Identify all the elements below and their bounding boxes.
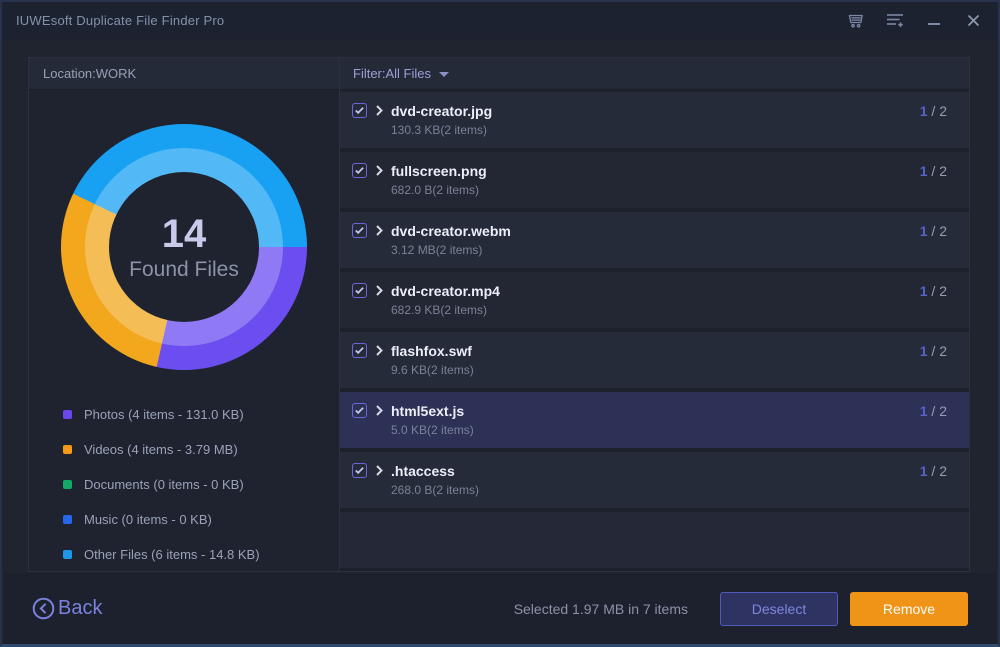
row-checkbox[interactable] bbox=[352, 403, 367, 418]
file-size: 9.6 KB(2 items) bbox=[391, 363, 474, 377]
videos-bullet-icon bbox=[63, 445, 72, 454]
back-label: Back bbox=[58, 597, 103, 619]
file-list: dvd-creator.jpg 130.3 KB(2 items) 1 / 2 f… bbox=[340, 90, 969, 571]
found-files-count: 14 bbox=[161, 212, 207, 256]
row-checkbox[interactable] bbox=[352, 103, 367, 118]
cart-icon[interactable] bbox=[847, 12, 865, 30]
row-checkbox[interactable] bbox=[352, 163, 367, 178]
legend-item-documents: Documents (0 items - 0 KB) bbox=[63, 467, 339, 502]
legend-item-photos: Photos (4 items - 131.0 KB) bbox=[63, 397, 339, 432]
location-label: Location:WORK bbox=[43, 66, 137, 81]
expand-chevron-icon[interactable] bbox=[376, 225, 383, 236]
donut-chart: 14 Found Files bbox=[61, 124, 307, 370]
back-button[interactable]: Back bbox=[32, 597, 102, 620]
titlebar-icons bbox=[847, 12, 984, 30]
expand-chevron-icon[interactable] bbox=[376, 405, 383, 416]
close-icon[interactable] bbox=[964, 12, 982, 30]
row-checkbox[interactable] bbox=[352, 463, 367, 478]
file-size: 682.0 B(2 items) bbox=[391, 183, 480, 197]
duplicate-count: 1 / 2 bbox=[919, 463, 947, 479]
empty-list-row bbox=[340, 512, 969, 568]
duplicate-count: 1 / 2 bbox=[919, 403, 947, 419]
file-row[interactable]: dvd-creator.webm 3.12 MB(2 items) 1 / 2 bbox=[340, 212, 969, 268]
location-header: Location:WORK bbox=[29, 58, 339, 90]
found-files-label: Found Files bbox=[129, 258, 239, 281]
duplicate-count: 1 / 2 bbox=[919, 343, 947, 359]
remove-button[interactable]: Remove bbox=[850, 591, 968, 626]
file-size: 682.9 KB(2 items) bbox=[391, 303, 488, 317]
file-name: .htaccess bbox=[391, 463, 455, 479]
minimize-icon[interactable] bbox=[925, 12, 943, 30]
expand-chevron-icon[interactable] bbox=[376, 165, 383, 176]
row-checkbox[interactable] bbox=[352, 223, 367, 238]
donut-center: 14 Found Files bbox=[109, 172, 259, 322]
bottom-bar: Back Selected 1.97 MB in 7 items Deselec… bbox=[4, 573, 996, 644]
file-row[interactable]: flashfox.swf 9.6 KB(2 items) 1 / 2 bbox=[340, 332, 969, 388]
deselect-button[interactable]: Deselect bbox=[720, 591, 838, 626]
titlebar: IUWEsoft Duplicate File Finder Pro bbox=[2, 2, 998, 39]
file-name: flashfox.swf bbox=[391, 343, 472, 359]
file-name: html5ext.js bbox=[391, 403, 465, 419]
file-row[interactable]: fullscreen.png 682.0 B(2 items) 1 / 2 bbox=[340, 152, 969, 208]
documents-bullet-icon bbox=[63, 480, 72, 489]
content-panels: Location:WORK 14 Found Files Photos (4 i… bbox=[28, 57, 970, 572]
menu-icon[interactable] bbox=[886, 12, 904, 30]
chevron-down-icon bbox=[439, 72, 450, 77]
file-name: dvd-creator.jpg bbox=[391, 103, 493, 119]
expand-chevron-icon[interactable] bbox=[376, 105, 383, 116]
duplicate-count: 1 / 2 bbox=[919, 223, 947, 239]
file-name: fullscreen.png bbox=[391, 163, 487, 179]
other-files-bullet-icon bbox=[63, 550, 72, 559]
duplicate-count: 1 / 2 bbox=[919, 163, 947, 179]
row-checkbox[interactable] bbox=[352, 283, 367, 298]
circle-chevron-left-icon bbox=[32, 597, 55, 620]
music-bullet-icon bbox=[63, 515, 72, 524]
legend-item-music: Music (0 items - 0 KB) bbox=[63, 502, 339, 537]
legend-item-videos: Videos (4 items - 3.79 MB) bbox=[63, 432, 339, 467]
expand-chevron-icon[interactable] bbox=[376, 465, 383, 476]
file-list-panel: Filter:All Files dvd-creator.jpg 130.3 KB… bbox=[340, 58, 969, 571]
expand-chevron-icon[interactable] bbox=[376, 345, 383, 356]
duplicate-count: 1 / 2 bbox=[919, 103, 947, 119]
file-row[interactable]: dvd-creator.mp4 682.9 KB(2 items) 1 / 2 bbox=[340, 272, 969, 328]
filter-label: Filter:All Files bbox=[353, 66, 432, 81]
selection-summary: Selected 1.97 MB in 7 items bbox=[513, 600, 688, 617]
filter-dropdown[interactable]: Filter:All Files bbox=[340, 58, 969, 90]
duplicate-count: 1 / 2 bbox=[919, 283, 947, 299]
file-size: 130.3 KB(2 items) bbox=[391, 123, 488, 137]
file-size: 268.0 B(2 items) bbox=[391, 483, 480, 497]
file-name: dvd-creator.mp4 bbox=[391, 283, 500, 299]
file-row[interactable]: .htaccess 268.0 B(2 items) 1 / 2 bbox=[340, 452, 969, 508]
file-size: 3.12 MB(2 items) bbox=[391, 243, 483, 257]
row-checkbox[interactable] bbox=[352, 343, 367, 358]
legend-item-other-files: Other Files (6 items - 14.8 KB) bbox=[63, 537, 339, 572]
file-row[interactable]: dvd-creator.jpg 130.3 KB(2 items) 1 / 2 bbox=[340, 92, 969, 148]
window-title: IUWEsoft Duplicate File Finder Pro bbox=[16, 13, 225, 28]
expand-chevron-icon[interactable] bbox=[376, 285, 383, 296]
summary-panel: Location:WORK 14 Found Files Photos (4 i… bbox=[29, 58, 340, 571]
photos-bullet-icon bbox=[63, 410, 72, 419]
category-legend: Photos (4 items - 131.0 KB) Videos (4 it… bbox=[29, 397, 339, 572]
chart-area: 14 Found Files Photos (4 items - 131.0 K… bbox=[29, 90, 339, 572]
file-name: dvd-creator.webm bbox=[391, 223, 511, 239]
file-size: 5.0 KB(2 items) bbox=[391, 423, 474, 437]
file-row-selected[interactable]: html5ext.js 5.0 KB(2 items) 1 / 2 bbox=[340, 392, 969, 448]
